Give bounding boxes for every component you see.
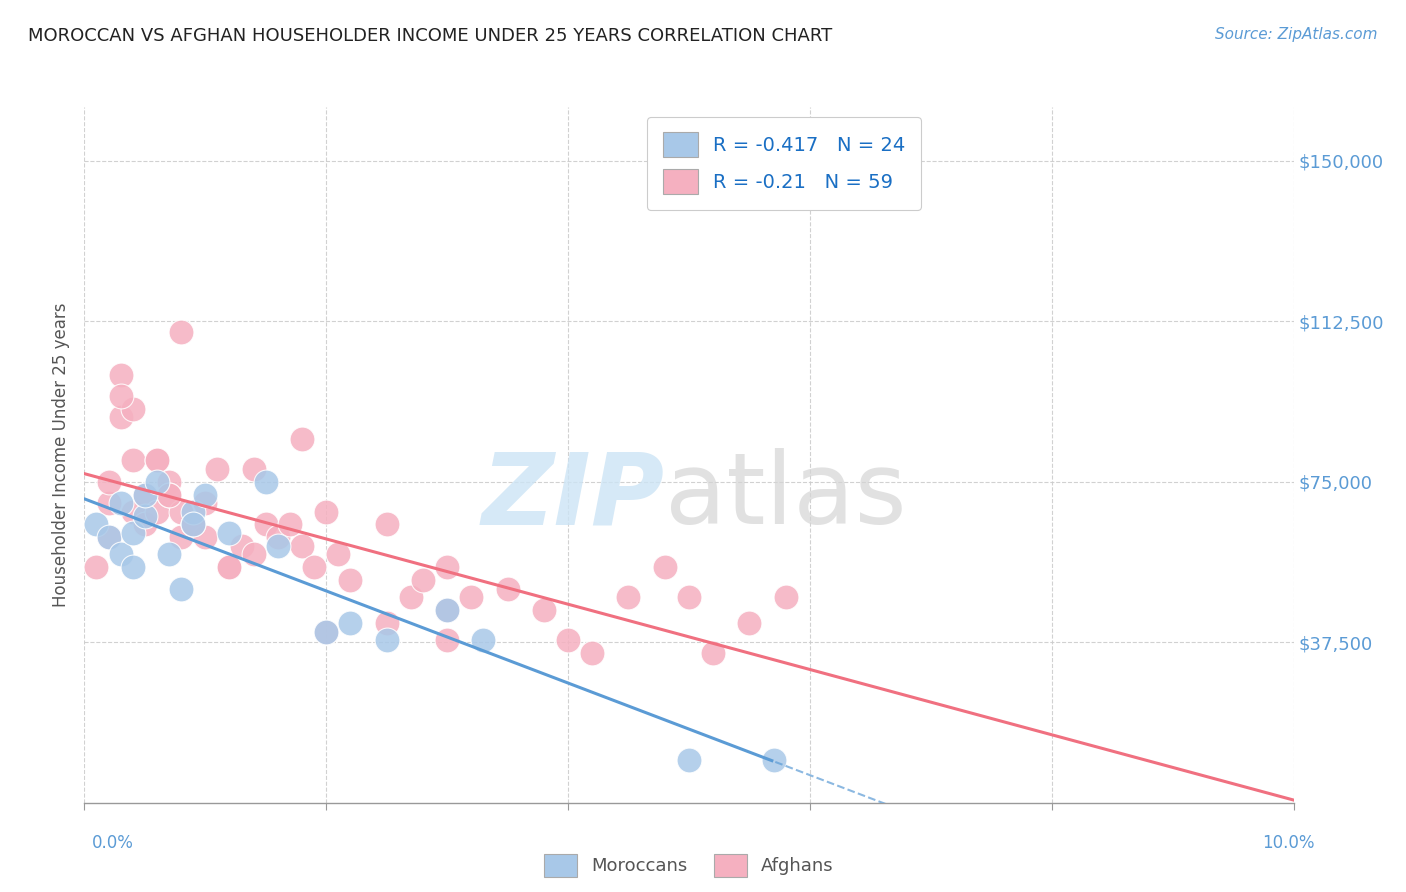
Point [181, 517, 204, 532]
Point [146, 505, 169, 519]
Point [702, 646, 724, 660]
Point [134, 487, 156, 501]
Point [157, 548, 180, 562]
Point [121, 401, 143, 416]
Point [194, 496, 217, 510]
Point [436, 633, 458, 648]
Point [146, 475, 169, 489]
Point [242, 548, 264, 562]
Point [375, 615, 398, 630]
Point [291, 539, 314, 553]
Point [775, 591, 797, 605]
Text: ZIP: ZIP [482, 448, 665, 545]
Point [110, 368, 132, 382]
Point [328, 548, 350, 562]
Point [121, 453, 143, 467]
Point [181, 517, 204, 532]
Point [436, 603, 458, 617]
Point [157, 487, 180, 501]
Point [134, 517, 156, 532]
Point [207, 462, 229, 476]
Point [110, 548, 132, 562]
Point [496, 582, 519, 596]
Point [267, 539, 290, 553]
Point [121, 505, 143, 519]
Point [134, 487, 156, 501]
Point [97, 530, 120, 544]
Point [762, 753, 785, 767]
Point [157, 475, 180, 489]
Point [218, 560, 240, 574]
Point [472, 633, 495, 648]
Point [97, 475, 120, 489]
Point [278, 517, 301, 532]
Point [181, 517, 204, 532]
Point [157, 487, 180, 501]
Point [315, 624, 337, 639]
Point [134, 508, 156, 523]
Point [315, 624, 337, 639]
Legend: Moroccans, Afghans: Moroccans, Afghans [537, 847, 841, 884]
Point [581, 646, 603, 660]
Point [97, 530, 120, 544]
Point [339, 573, 361, 587]
Point [110, 496, 132, 510]
Point [170, 505, 193, 519]
Point [678, 753, 700, 767]
Point [436, 603, 458, 617]
Point [738, 615, 761, 630]
Point [110, 410, 132, 425]
Text: 0.0%: 0.0% [91, 834, 134, 852]
Point [170, 530, 193, 544]
Point [302, 560, 325, 574]
Point [375, 633, 398, 648]
Point [242, 462, 264, 476]
Point [97, 496, 120, 510]
Point [170, 582, 193, 596]
Point [146, 453, 169, 467]
Point [110, 389, 132, 403]
Point [194, 487, 217, 501]
Text: 10.0%: 10.0% [1263, 834, 1315, 852]
Point [339, 615, 361, 630]
Point [557, 633, 579, 648]
Point [218, 526, 240, 541]
Point [399, 591, 422, 605]
Point [86, 560, 108, 574]
Point [654, 560, 676, 574]
Point [436, 560, 458, 574]
Point [170, 325, 193, 339]
Point [412, 573, 434, 587]
Point [291, 432, 314, 446]
Point [121, 560, 143, 574]
Y-axis label: Householder Income Under 25 years: Householder Income Under 25 years [52, 302, 70, 607]
Point [254, 475, 277, 489]
Point [375, 517, 398, 532]
Point [231, 539, 253, 553]
Point [194, 530, 217, 544]
Point [146, 453, 169, 467]
Point [533, 603, 555, 617]
Point [218, 560, 240, 574]
Point [617, 591, 640, 605]
Point [267, 530, 290, 544]
Point [86, 517, 108, 532]
Point [678, 591, 700, 605]
Point [460, 591, 482, 605]
Text: atlas: atlas [665, 448, 907, 545]
Point [181, 505, 204, 519]
Text: Source: ZipAtlas.com: Source: ZipAtlas.com [1215, 27, 1378, 42]
Point [315, 505, 337, 519]
Point [254, 517, 277, 532]
Text: MOROCCAN VS AFGHAN HOUSEHOLDER INCOME UNDER 25 YEARS CORRELATION CHART: MOROCCAN VS AFGHAN HOUSEHOLDER INCOME UN… [28, 27, 832, 45]
Point [121, 526, 143, 541]
